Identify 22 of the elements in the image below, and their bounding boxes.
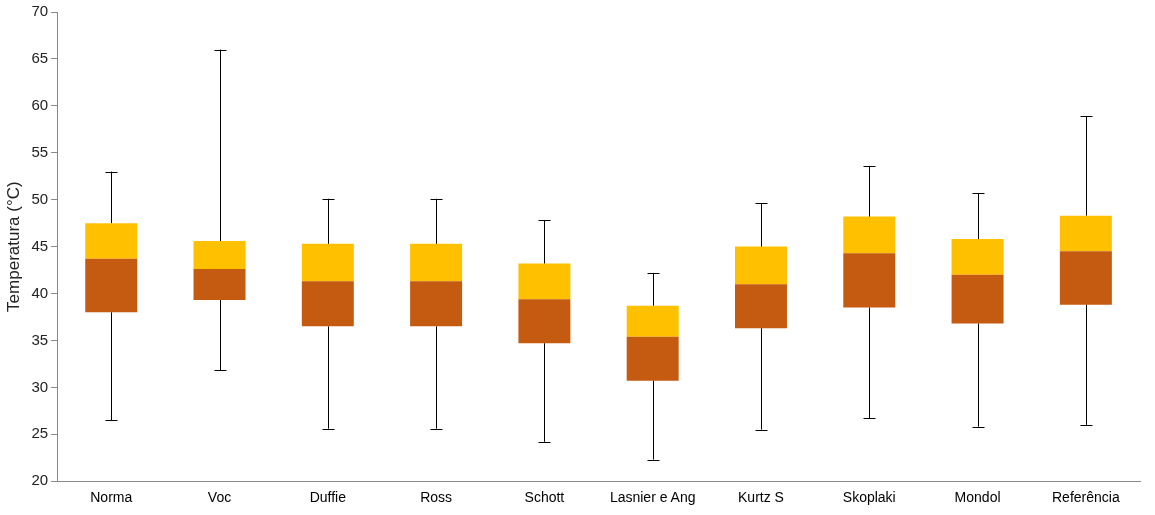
y-tick-label: 40 (31, 283, 49, 301)
x-tick-label: Duffie (309, 489, 347, 506)
x-tick-label: Schott (524, 489, 565, 506)
x-tick-label: Kurtz S (738, 489, 784, 506)
y-tick-label: 45 (31, 236, 49, 254)
y-tick-label: 70 (31, 2, 49, 20)
y-tick-label: 20 (31, 471, 49, 489)
y-tick-label: 65 (31, 49, 49, 67)
y-axis-title: Temperatura (°C) (3, 181, 23, 312)
x-tick-label: Referência (1052, 489, 1120, 506)
y-tick-label: 50 (31, 189, 49, 207)
x-tick-label: Lasnier e Ang (609, 489, 696, 506)
y-tick-label: 25 (31, 424, 49, 442)
y-tick-label: 55 (31, 142, 49, 160)
y-tick-label: 30 (31, 377, 49, 395)
x-tick-label: Voc (207, 489, 232, 506)
y-tick-label: 60 (31, 95, 49, 113)
x-tick-label: Mondol (954, 489, 1001, 506)
y-tick-label: 35 (31, 330, 49, 348)
x-tick-label: Ross (420, 489, 453, 506)
x-tick-label: Norma (90, 489, 133, 506)
x-tick-label: Skoplaki (842, 489, 896, 506)
